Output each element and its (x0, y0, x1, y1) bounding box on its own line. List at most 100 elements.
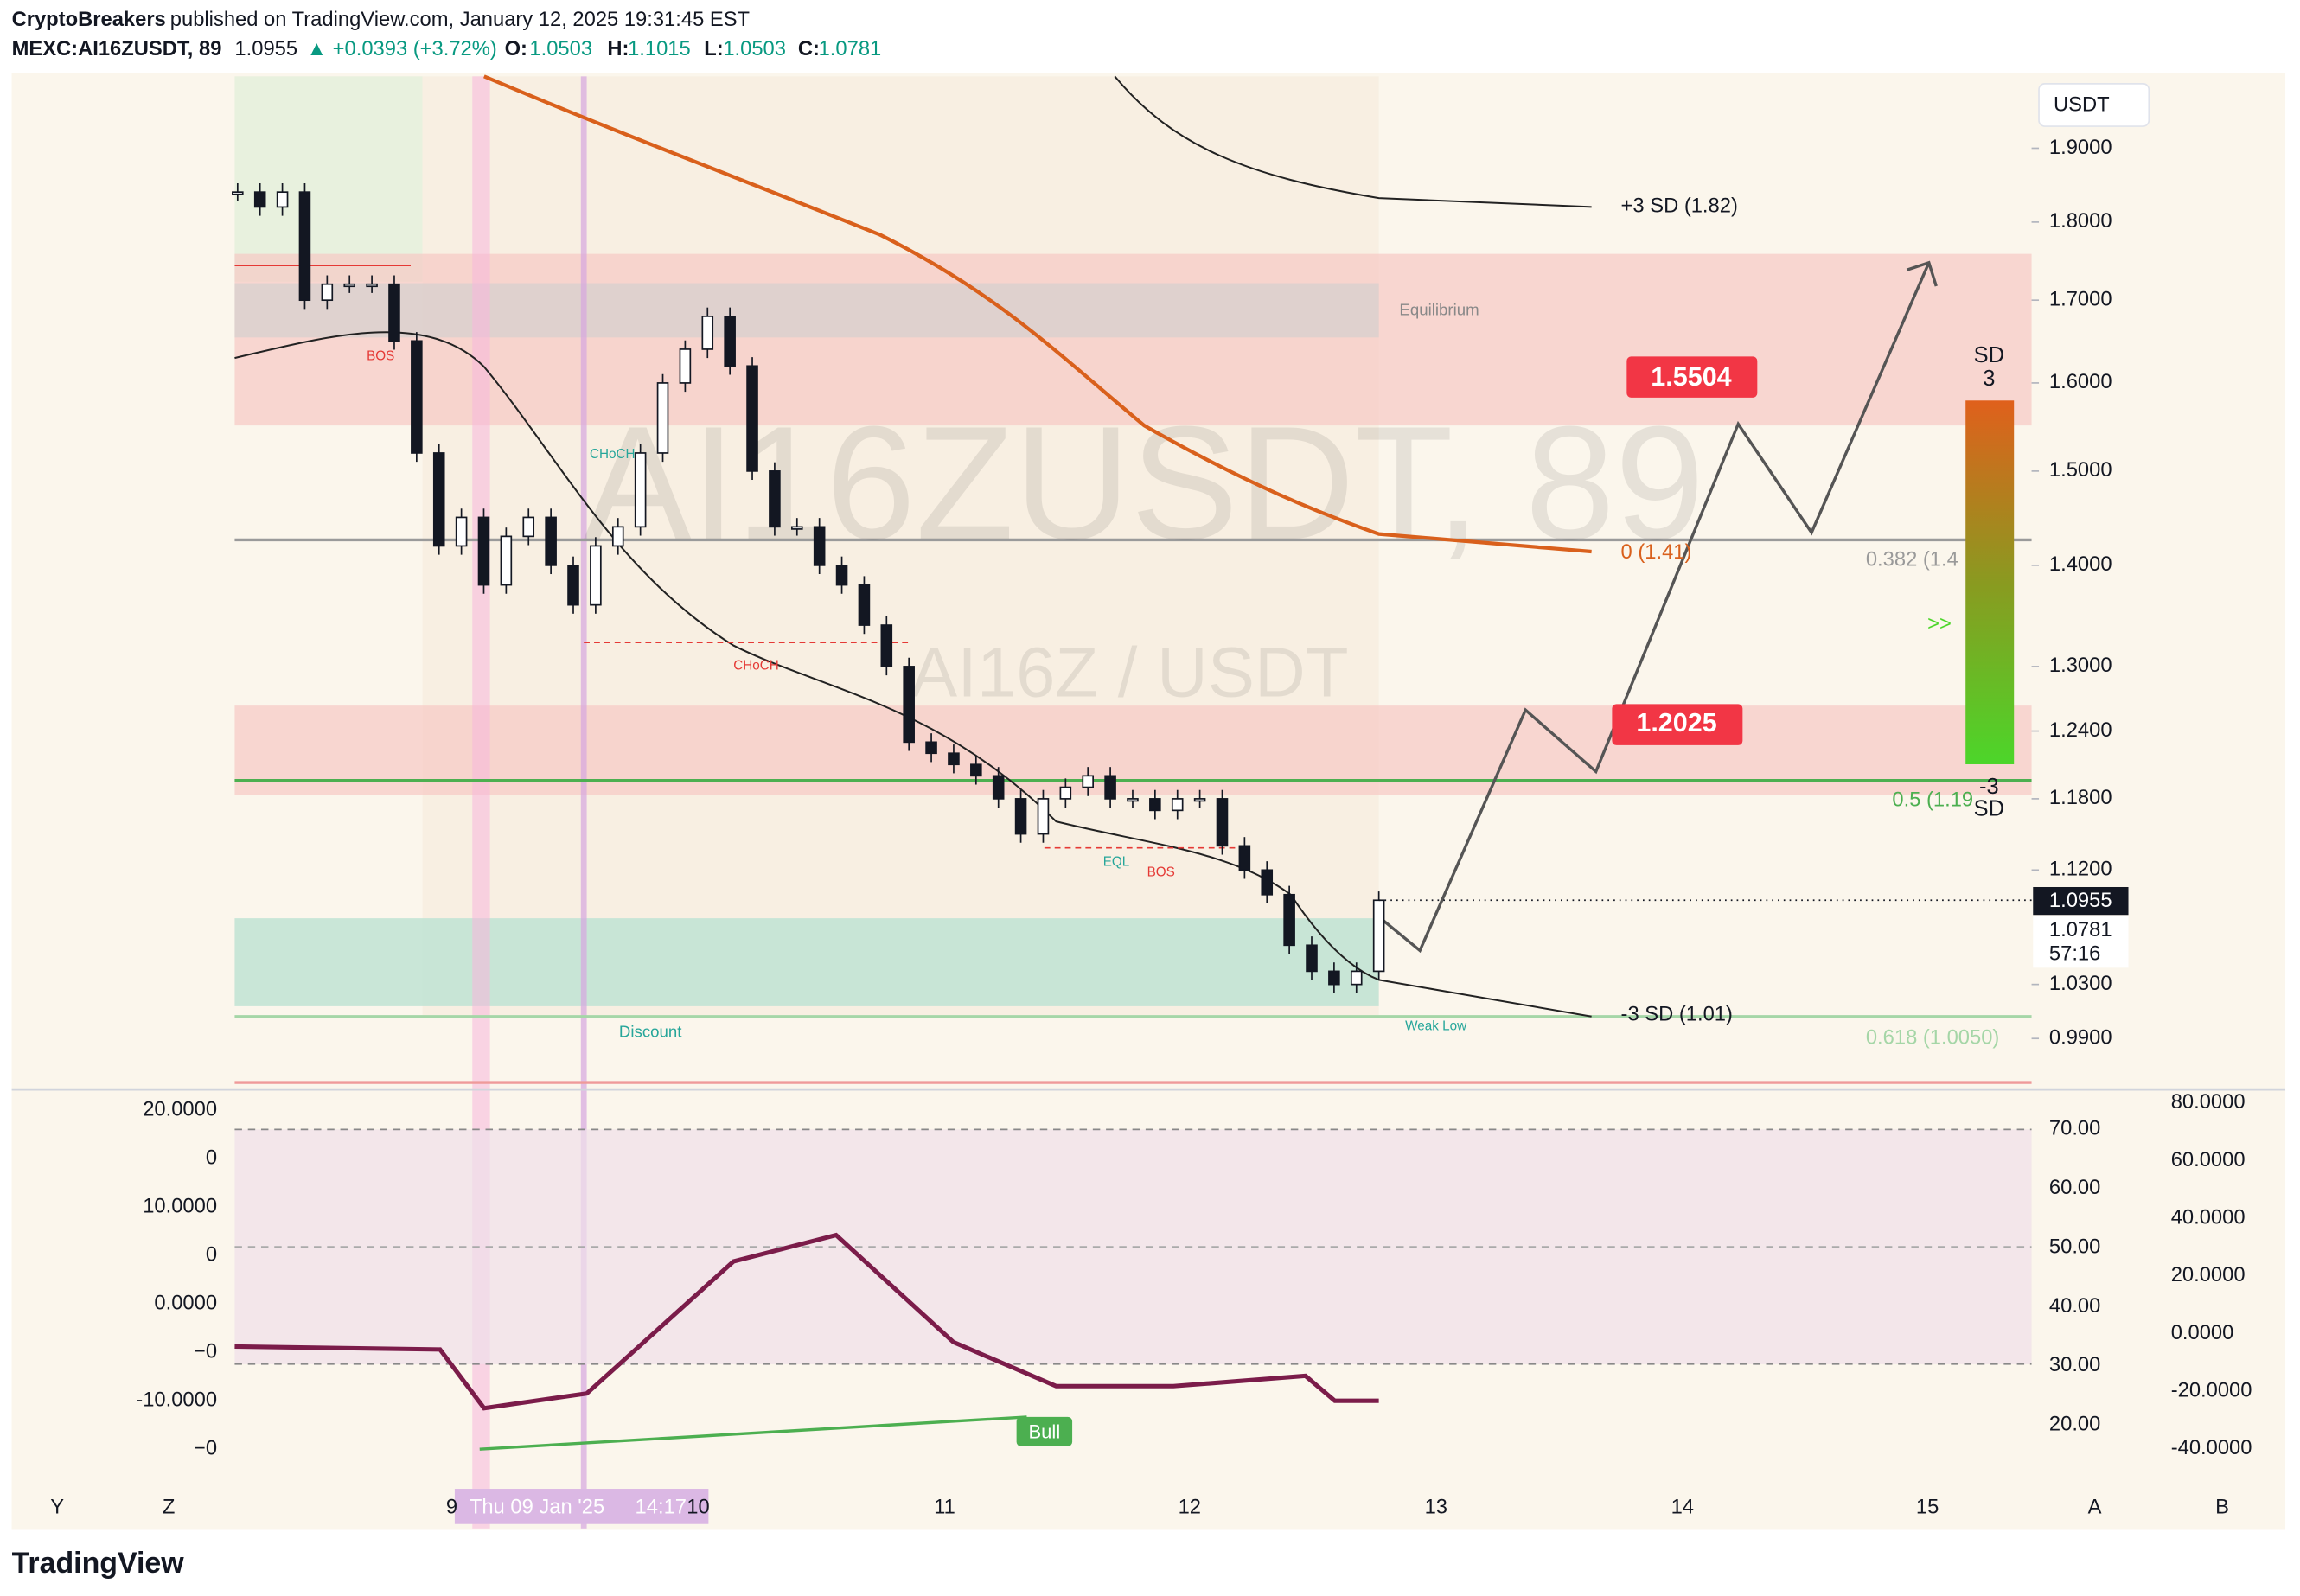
footer (0, 1532, 2300, 1596)
indicator-left-label: -10.0000 (136, 1389, 217, 1412)
axis-button[interactable]: Y (50, 1495, 64, 1518)
axis-button[interactable]: A (2088, 1495, 2102, 1518)
sd-lower-curve (234, 331, 1592, 1018)
price-tick-label: 1.1800 (2049, 786, 2112, 809)
candle-body (522, 516, 535, 538)
candle-body (1216, 798, 1229, 847)
price-tick-label: 1.0300 (2049, 972, 2112, 995)
change: ▲ +0.0393 (+3.72%) (307, 37, 497, 61)
l-label: L: (704, 37, 723, 61)
h: 1.1015 (628, 37, 691, 61)
weak-low: Weak Low (1405, 1019, 1467, 1034)
candle-body (769, 470, 781, 528)
countdown: 57:16 (2049, 942, 2100, 965)
price-tick-label: 1.3000 (2049, 654, 2112, 677)
candle-body (366, 283, 378, 288)
indicator-mid-label: 70.00 (2049, 1117, 2100, 1140)
close-box (2033, 916, 2129, 968)
indicator-mid-label: 30.00 (2049, 1353, 2100, 1376)
candle-body (1238, 845, 1251, 871)
indicator-mid-label: 20.00 (2049, 1413, 2100, 1436)
candle-body (1014, 798, 1027, 835)
fib-5: 0.5 (1.19 (1892, 788, 1973, 812)
price-tick-label: 0.9900 (2049, 1025, 2112, 1049)
sd-bottom: SD (1974, 796, 2004, 820)
last: 1.0955 (234, 37, 297, 61)
time-label: 15 (1916, 1495, 1939, 1518)
target-low: 1.2025 (1636, 708, 1716, 737)
candle-body (500, 535, 513, 586)
indicator-right-label: 60.0000 (2171, 1148, 2246, 1171)
candle-body (992, 775, 1005, 800)
price-tick-label: 1.9000 (2049, 136, 2112, 159)
watermark-pair: AI16Z / USDT (910, 633, 1349, 712)
indicator-left-label: −0 (194, 1340, 217, 1363)
candle-body (343, 283, 356, 288)
indicator-left-label: 10.0000 (143, 1195, 217, 1218)
sd-top: SD (1974, 343, 2004, 367)
projection-arrow (1906, 260, 1938, 287)
candle-body (455, 516, 468, 547)
indicator-mid-label: 60.00 (2049, 1176, 2100, 1199)
candle-body (1037, 798, 1050, 835)
indicator-right-label: 40.0000 (2171, 1205, 2246, 1229)
price-tick-label: 1.7000 (2049, 287, 2112, 310)
candle-body (567, 565, 579, 606)
candle-body (835, 565, 848, 586)
sd-plus: +3 SD (1.82) (1621, 195, 1738, 218)
candle-body (948, 752, 960, 766)
bos-1: BOS (367, 348, 394, 363)
price-tick-label: 1.5000 (2049, 458, 2112, 482)
indicator-left-label: 20.0000 (143, 1098, 217, 1121)
sd-gauge (1965, 400, 2015, 764)
projection-path (1377, 262, 1931, 954)
divergence-line (479, 1415, 1027, 1451)
brand: TradingView (12, 1547, 185, 1580)
indicator-right-label: 20.0000 (2171, 1263, 2246, 1286)
bull: Bull (1028, 1420, 1060, 1442)
candle-body (1193, 798, 1206, 802)
sd-bottom-num: -3 (1979, 775, 1999, 799)
symbol: MEXC:AI16ZUSDT, 89 (12, 37, 222, 61)
candle-body (321, 283, 334, 302)
candle-body (477, 516, 490, 586)
sd-arrows: >> (1927, 612, 1952, 635)
axis-button[interactable]: Z (163, 1495, 176, 1518)
candle-body (1149, 798, 1161, 812)
published: published on TradingView.com, January 12… (170, 8, 750, 31)
indicator-left-label: 0 (206, 1243, 217, 1267)
candle-body (1283, 893, 1295, 947)
time-label: 11 (934, 1495, 955, 1518)
candle-body (611, 526, 624, 547)
crosshair-time: 14:17 (636, 1495, 687, 1518)
close-price: 1.0781 (2049, 918, 2112, 942)
indicator-right-label: -20.0000 (2171, 1378, 2252, 1401)
o-label: O: (505, 37, 527, 61)
axis-button[interactable]: B (2215, 1495, 2229, 1518)
c: 1.0781 (819, 37, 882, 61)
time-label: 12 (1179, 1495, 1201, 1518)
candle-body (724, 316, 736, 367)
currency[interactable]: USDT (2054, 93, 2110, 117)
candle-body (701, 316, 714, 350)
candle-body (1372, 899, 1385, 973)
fib-618: 0.618 (1.0050) (1866, 1025, 2000, 1049)
candle-body (1171, 798, 1184, 812)
c-label: C: (798, 37, 820, 61)
price-tick-label: 1.4000 (2049, 552, 2112, 576)
candle-body (298, 191, 311, 302)
time-label: 9 (446, 1495, 457, 1518)
price-tick-label: 1.1200 (2049, 858, 2112, 881)
discount-zone (234, 918, 1379, 1006)
l: 1.0503 (723, 37, 786, 61)
crosshair-time-box (454, 1489, 709, 1524)
sd-top-num: 3 (1983, 367, 1995, 391)
candle-body (813, 526, 826, 566)
currency-button[interactable] (2038, 82, 2150, 127)
candle-body (1328, 970, 1340, 986)
discount: Discount (619, 1022, 682, 1040)
candle-body (903, 666, 915, 744)
price-tick-label: 1.8000 (2049, 209, 2112, 233)
indicator-left-label: 0 (206, 1146, 217, 1170)
